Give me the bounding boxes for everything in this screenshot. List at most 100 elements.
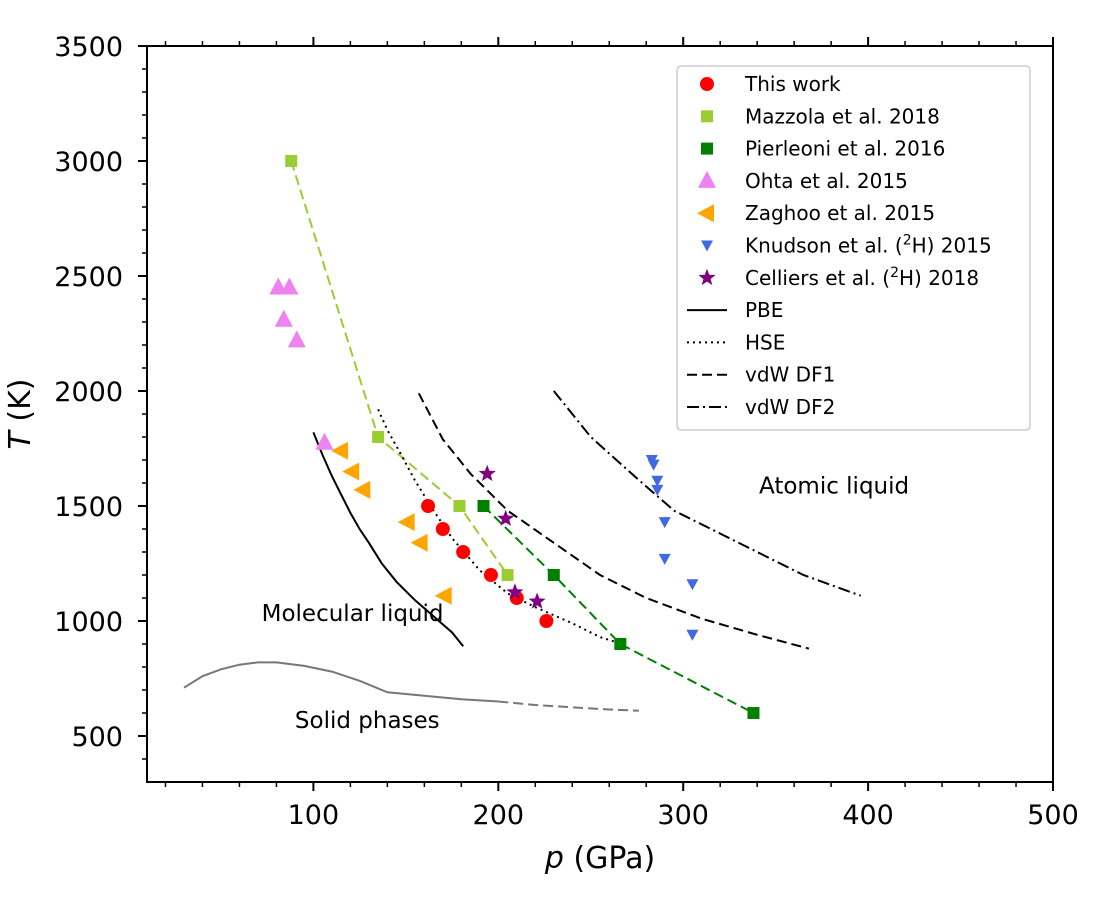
legend-label: vdW DF2: [745, 395, 835, 419]
mazzola-et-al-2018-point: [372, 431, 385, 443]
zaghoo-et-al-2015-points: [331, 441, 452, 605]
zaghoo-et-al-2015-point: [410, 533, 428, 552]
mazzola-et-al-2018-point: [453, 500, 466, 512]
y-tick-label: 2000: [54, 377, 123, 408]
mazzola-et-al-2018-connector: [290, 160, 509, 576]
knudson-et-al-h-2015-legend-marker: [701, 240, 713, 252]
this-work-points: [421, 499, 554, 628]
x-tick-label: 300: [657, 800, 709, 831]
zaghoo-et-al-2015-legend-marker: [697, 204, 714, 223]
y-tick-label: 500: [71, 722, 123, 753]
vdw-df1-line: [417, 392, 810, 650]
legend-label-part: Celliers et al. (: [745, 266, 890, 290]
region-label: Molecular liquid: [262, 601, 444, 627]
legend-entry: Mazzola et al. 2018: [701, 104, 940, 128]
pierleoni-et-al-2016-point: [614, 638, 627, 650]
y-tick-label: 3500: [54, 32, 123, 63]
region-label: Atomic liquid: [759, 473, 909, 499]
legend-label: Ohta et al. 2015: [745, 169, 908, 193]
this-work-point: [435, 522, 450, 536]
celliers-et-al-h-2018-point: [497, 509, 515, 526]
legend-label: Celliers et al. (2H) 2018: [745, 265, 979, 290]
legend-label-superscript: 2: [890, 265, 899, 281]
solid-boundary-extrapolated-line: [498, 700, 639, 712]
knudson-et-al-h-2015-point: [651, 484, 664, 496]
y-tick-label: 2500: [54, 262, 123, 293]
celliers-et-al-h-2018-points: [478, 464, 546, 609]
knudson-et-al-h-2015-point: [658, 553, 671, 565]
pierleoni-et-al-2016-points: [477, 500, 760, 719]
y-axis-unit: (K): [3, 379, 38, 432]
curves-layer: [183, 160, 862, 714]
legend-entry: Knudson et al. (2H) 2015: [701, 233, 992, 258]
legend: This work Mazzola et al. 2018 Pierleoni et…: [676, 65, 1031, 431]
legend-label: PBE: [745, 298, 783, 322]
legend-label-superscript: 2: [903, 233, 912, 249]
axes-layer: 100 200 300 400 500 500 1000 1500 2000 2500 3000 35…: [3, 32, 1079, 876]
x-axis-title: p (GPa): [544, 841, 655, 876]
legend-label-part: Knudson et al. (: [745, 234, 903, 258]
zaghoo-et-al-2015-point: [342, 462, 360, 481]
ohta-et-al-2015-point: [280, 277, 299, 295]
annotations-layer: Atomic liquid Molecular liquid Solid phase…: [262, 473, 910, 734]
legend-label: vdW DF1: [745, 363, 835, 387]
legend-entry: HSE: [687, 330, 785, 354]
legend-entry: Zaghoo et al. 2015: [697, 201, 935, 225]
knudson-et-al-h-2015-points: [645, 455, 699, 641]
legend-label: This work: [744, 72, 841, 96]
knudson-et-al-h-2015-point: [651, 475, 664, 487]
this-work-point: [539, 614, 554, 628]
knudson-et-al-h-2015-point: [658, 517, 671, 529]
y-axis-title: T (K): [3, 379, 38, 450]
pierleoni-et-al-2016-point: [747, 707, 760, 719]
ohta-et-al-2015-point: [274, 309, 293, 327]
mazzola-et-al-2018-legend-marker: [701, 110, 713, 123]
pierleoni-et-al-2016-connector: [482, 505, 754, 714]
mazzola-et-al-2018-point: [501, 569, 514, 581]
legend-entry: PBE: [687, 298, 783, 322]
this-work-point: [421, 499, 436, 513]
legend-entry: Ohta et al. 2015: [698, 169, 908, 193]
legend-label: HSE: [745, 330, 785, 354]
zaghoo-et-al-2015-point: [331, 441, 349, 460]
legend-label: Zaghoo et al. 2015: [745, 201, 935, 225]
legend-entry: Celliers et al. (2H) 2018: [698, 265, 979, 290]
mazzola-et-al-2018-point: [285, 155, 298, 167]
zaghoo-et-al-2015-point: [397, 513, 415, 532]
mazzola-et-al-2018-points: [285, 155, 514, 581]
knudson-et-al-h-2015-point: [686, 579, 699, 591]
legend-entry: vdW DF2: [687, 395, 835, 419]
ohta-et-al-2015-point: [315, 432, 334, 450]
legend-entry: vdW DF1: [687, 363, 835, 387]
this-work-legend-marker: [700, 77, 714, 91]
x-axis-unit: (GPa): [564, 841, 655, 876]
legend-entry: Pierleoni et al. 2016: [701, 137, 945, 161]
pierleoni-et-al-2016-legend-marker: [701, 142, 713, 155]
zaghoo-et-al-2015-point: [353, 480, 371, 499]
region-label: Solid phases: [295, 708, 440, 734]
pierleoni-et-al-2016-point: [477, 500, 490, 512]
knudson-et-al-h-2015-point: [647, 459, 660, 471]
this-work-point: [456, 545, 471, 559]
x-tick-label: 500: [1027, 800, 1079, 831]
y-tick-label: 3000: [54, 147, 123, 178]
legend-label: Pierleoni et al. 2016: [745, 137, 945, 161]
zaghoo-et-al-2015-point: [434, 586, 452, 605]
legend-entry: This work: [700, 72, 841, 96]
legend-label: Mazzola et al. 2018: [745, 104, 940, 128]
legend-label-part: H) 2018: [899, 266, 979, 290]
ohta-et-al-2015-points: [269, 277, 334, 450]
legend-label: Knudson et al. (2H) 2015: [745, 233, 992, 258]
solid-boundary-line: [183, 661, 499, 703]
vdw-df2-line: [553, 390, 862, 597]
x-tick-label: 400: [842, 800, 894, 831]
x-tick-label: 100: [288, 800, 340, 831]
this-work-point: [483, 568, 498, 582]
y-tick-label: 1000: [54, 607, 123, 638]
celliers-et-al-h-2018-point: [478, 464, 496, 482]
celliers-et-al-h-2018-legend-marker: [698, 268, 716, 286]
pierleoni-et-al-2016-point: [547, 569, 560, 581]
legend-box: [676, 65, 1031, 431]
y-axis-variable: T: [3, 428, 38, 449]
knudson-et-al-h-2015-point: [686, 629, 699, 641]
